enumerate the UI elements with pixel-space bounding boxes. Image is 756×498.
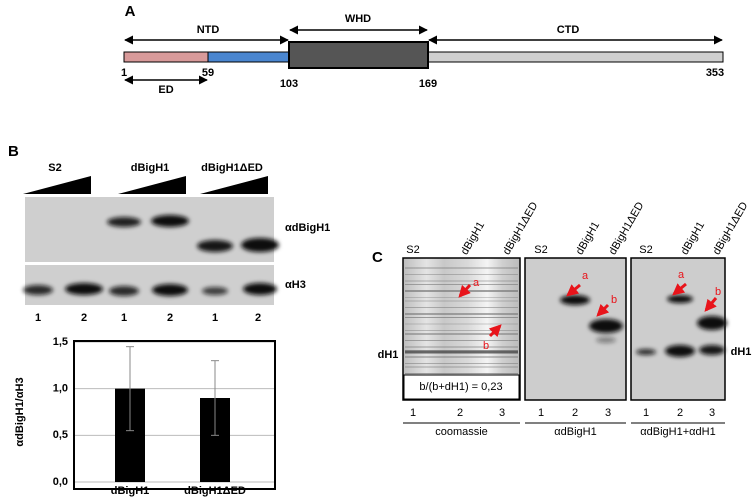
- red-arrow: [566, 283, 581, 297]
- band: [107, 217, 141, 227]
- band: [243, 283, 277, 295]
- domain-label: NTD: [197, 24, 220, 36]
- x-tick-label: dBigH1: [111, 485, 150, 497]
- band-marker: b: [715, 286, 721, 298]
- panel-label: B: [8, 143, 19, 160]
- band: [697, 316, 727, 330]
- column-label: dBigH1: [574, 220, 602, 257]
- residue-number: 353: [706, 67, 724, 79]
- band: [197, 240, 233, 252]
- band: [109, 286, 139, 296]
- domain-label: WHD: [345, 13, 371, 25]
- band: [589, 319, 623, 333]
- load-wedge: [200, 176, 268, 194]
- lane-number: 2: [677, 407, 683, 419]
- band: [636, 349, 656, 355]
- band: [665, 345, 695, 357]
- residue-number: 169: [419, 78, 437, 90]
- panel-label: A: [125, 3, 136, 20]
- column-label: S2: [639, 244, 652, 256]
- band-marker: a: [582, 270, 589, 282]
- red-arrow: [672, 282, 687, 296]
- ratio-text: b/(b+dH1) = 0,23: [419, 381, 502, 393]
- x-tick-label: dBigH1ΔED: [184, 485, 246, 497]
- ctd-domain: [427, 51, 724, 63]
- antibody-label: αH3: [285, 279, 306, 291]
- lane-number: 3: [605, 407, 611, 419]
- lane-number: 1: [643, 407, 649, 419]
- lane-number: 2: [81, 312, 87, 324]
- red-arrow: [458, 283, 472, 298]
- group-label: S2: [48, 162, 61, 174]
- column-label: dBigH1: [459, 220, 487, 257]
- y-tick-label: 1,5: [53, 336, 68, 348]
- load-wedge: [23, 176, 91, 194]
- band: [699, 345, 725, 355]
- red-arrow: [704, 297, 718, 312]
- load-wedge: [118, 176, 186, 194]
- y-axis-label: αdBigH1/αH3: [14, 377, 26, 446]
- blot-label: αdBigH1: [554, 426, 596, 438]
- residue-number: 59: [202, 67, 214, 79]
- blot-label: αdBigH1+αdH1: [640, 426, 715, 438]
- band-label: dH1: [378, 349, 399, 361]
- column-label: dBigH1: [679, 220, 707, 257]
- blot-h3: [25, 265, 274, 305]
- band-label: dH1: [731, 346, 752, 358]
- domain-label: CTD: [557, 24, 580, 36]
- lane-number: 1: [121, 312, 127, 324]
- band: [23, 285, 53, 295]
- column-label: dBigH1ΔED: [711, 200, 751, 257]
- lane-number: 1: [212, 312, 218, 324]
- plot-frame: [73, 340, 276, 490]
- band: [560, 295, 590, 305]
- blot-dbigh1: [25, 197, 274, 262]
- lane-number: 3: [499, 407, 505, 419]
- lane-number: 2: [457, 407, 463, 419]
- band-marker: b: [483, 340, 489, 352]
- domain-label: ED: [158, 84, 173, 96]
- column-label: S2: [406, 244, 419, 256]
- ratio-box: [403, 374, 520, 400]
- red-arrow: [488, 324, 502, 338]
- y-tick-label: 0,0: [53, 476, 68, 488]
- ntd-rest: [207, 51, 290, 63]
- panel-label: C: [372, 249, 383, 266]
- group-label: dBigH1ΔED: [201, 162, 263, 174]
- group-label: dBigH1: [131, 162, 170, 174]
- band: [151, 215, 189, 227]
- lane-number: 3: [709, 407, 715, 419]
- ed-domain: [123, 51, 209, 63]
- blot-label: coomassie: [435, 426, 488, 438]
- band-marker: a: [678, 269, 685, 281]
- lane-number: 1: [35, 312, 41, 324]
- column-label: S2: [534, 244, 547, 256]
- band-marker: a: [473, 277, 480, 289]
- lane-number: 1: [538, 407, 544, 419]
- whd-domain: [288, 41, 429, 69]
- lane-number: 2: [255, 312, 261, 324]
- lane-number: 1: [410, 407, 416, 419]
- y-tick-label: 0,5: [53, 429, 68, 441]
- y-tick-label: 1,0: [53, 383, 68, 395]
- band: [152, 284, 188, 296]
- lane-number: 2: [572, 407, 578, 419]
- band: [241, 238, 279, 252]
- red-arrow: [596, 303, 610, 317]
- residue-number: 103: [280, 78, 298, 90]
- band: [65, 283, 103, 295]
- band-marker: b: [611, 294, 617, 306]
- band: [667, 295, 693, 303]
- band: [596, 337, 616, 343]
- lane-number: 2: [167, 312, 173, 324]
- antibody-label: αdBigH1: [285, 222, 330, 234]
- band: [202, 287, 228, 295]
- residue-number: 1: [121, 67, 127, 79]
